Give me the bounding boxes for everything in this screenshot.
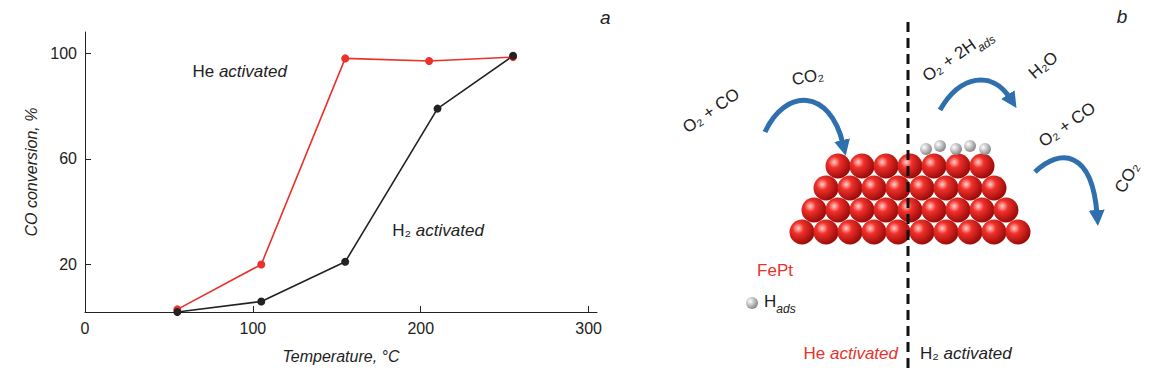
svg-text:0: 0 [81,320,90,337]
svg-text:H₂ activated: H₂ activated [920,344,1012,363]
svg-text:O₂ + CO: O₂ + CO [1035,99,1099,152]
svg-text:He activated: He activated [803,344,898,363]
svg-text:200: 200 [407,320,434,337]
svg-text:O₂ + CO: O₂ + CO [679,85,743,138]
svg-text:300: 300 [575,320,602,337]
svg-text:60: 60 [59,150,77,167]
svg-text:100: 100 [50,45,77,62]
svg-text:b: b [1117,6,1128,27]
svg-text:CO₂: CO₂ [1111,159,1144,196]
svg-text:activated: activated [416,221,485,240]
svg-text:CO₂: CO₂ [790,65,825,89]
svg-text:activated: activated [219,62,288,81]
svg-text:H₂O: H₂O [1025,48,1062,83]
svg-text:FePt: FePt [757,261,793,280]
svg-text:He: He [192,62,214,81]
html-text:ads: ads [974,32,999,55]
svg-text:20: 20 [59,256,77,273]
html-text:O₂ + 2H: O₂ + 2H [919,35,980,86]
svg-text:Hads: Hads [764,292,796,316]
svg-text:100: 100 [240,320,267,337]
svg-text:CO conversion, %: CO conversion, % [23,108,40,237]
svg-text:H₂: H₂ [392,221,411,240]
svg-text:a: a [600,7,611,28]
svg-text:Temperature, °C: Temperature, °C [283,348,400,365]
